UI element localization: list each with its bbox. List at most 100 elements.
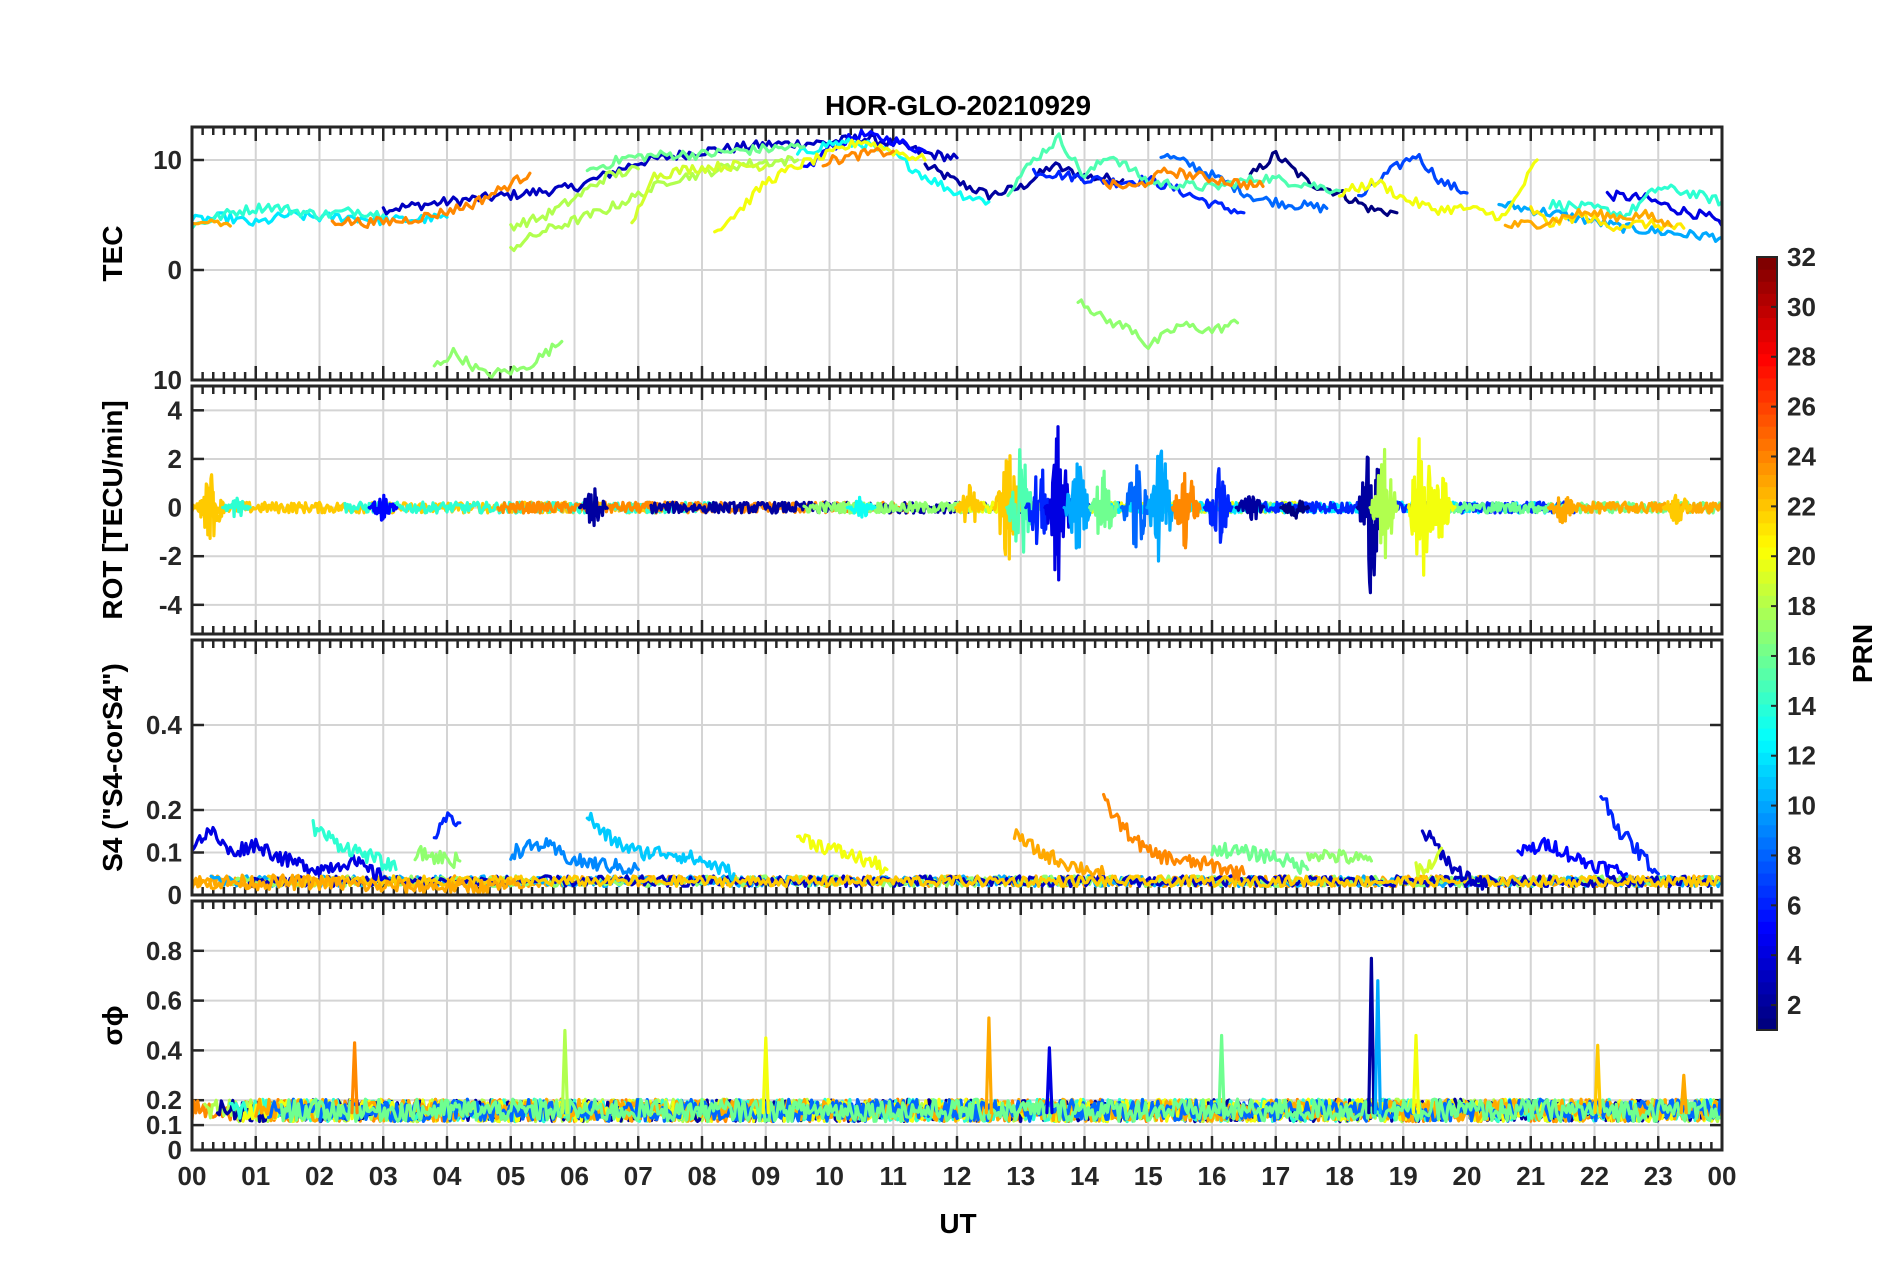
x-tick-label: 00 <box>1708 1161 1737 1191</box>
colorbar-tick-label: 30 <box>1787 292 1816 322</box>
x-tick-label: 14 <box>1070 1161 1099 1191</box>
tec-trace-prn-23 <box>1503 207 1673 230</box>
tec-trace-prn-5 <box>802 128 927 169</box>
sigma-spike-prn-20 <box>1411 1033 1421 1115</box>
x-tick-label: 00 <box>178 1161 207 1191</box>
colorbar-segment <box>1757 619 1777 632</box>
rot-burst-prn-22 <box>1661 493 1693 525</box>
tec-trace-prn-24 <box>330 171 532 229</box>
s4-trace-prn-16 <box>1210 841 1310 875</box>
y-tick-label: 10 <box>153 365 182 395</box>
colorbar-segment <box>1757 305 1777 318</box>
plot-area <box>192 792 1722 895</box>
x-tick-label: 17 <box>1261 1161 1290 1191</box>
x-tick-label: 04 <box>433 1161 462 1191</box>
colorbar-tick-label: 26 <box>1787 392 1816 422</box>
y-tick-label: 0.8 <box>146 936 182 966</box>
rot-burst-prn-13 <box>845 495 877 519</box>
rot-burst-prn-2 <box>578 487 609 528</box>
colorbar-segment <box>1757 969 1777 983</box>
colorbar-segment <box>1757 293 1777 306</box>
colorbar-segment <box>1757 691 1777 705</box>
y-axis-label-rot: ROT [TECU/min] <box>97 400 128 619</box>
rot-burst-prn-23 <box>1547 496 1578 525</box>
colorbar-tick-label: 18 <box>1787 591 1816 621</box>
colorbar-tick-label: 10 <box>1787 791 1816 821</box>
sigma-spike-prn-18 <box>560 1028 570 1115</box>
rot-burst-prn-22 <box>195 473 227 540</box>
tec-trace-prn-20 <box>1337 158 1539 222</box>
colorbar-segment <box>1757 474 1777 488</box>
colorbar-tick-label: 12 <box>1787 741 1816 771</box>
colorbar-segment <box>1757 389 1777 403</box>
x-axis-label: UT <box>939 1208 976 1239</box>
colorbar-segment <box>1757 764 1777 777</box>
colorbar-segment <box>1757 848 1777 862</box>
colorbar-segment <box>1757 921 1777 934</box>
tec-trace-prn-20 <box>713 138 927 234</box>
colorbar-segment <box>1757 981 1777 995</box>
axes-box-s4 <box>190 638 1724 897</box>
tec-trace-prn-14 <box>192 202 385 230</box>
colorbar-segment <box>1757 462 1777 475</box>
colorbar-segment <box>1757 269 1777 282</box>
rot-burst-prn-22 <box>954 483 985 524</box>
tec-trace-prn-17 <box>1076 298 1240 350</box>
colorbar-segment <box>1757 836 1777 850</box>
tec-trace-prn-19 <box>630 159 768 225</box>
sigma-spike-prn-2 <box>1367 956 1376 1115</box>
sigma-spike-prn-23 <box>1679 1073 1688 1115</box>
colorbar-segment <box>1757 812 1777 826</box>
panel-tec: 10 0 10 TEC <box>97 125 1724 395</box>
y-tick-label: 0.1 <box>146 1110 182 1140</box>
sigma-spike-prn-23 <box>984 1016 993 1115</box>
x-tick-label: 10 <box>815 1161 844 1191</box>
rot-burst-prn-2 <box>1234 495 1266 521</box>
rot-trace-prn-23 <box>1567 500 1722 515</box>
colorbar-tick-label: 22 <box>1787 491 1816 521</box>
colorbar-label: PRN <box>1847 624 1878 683</box>
colorbar-segment <box>1757 860 1777 874</box>
x-tick-label: 23 <box>1644 1161 1673 1191</box>
axes-box-rot <box>190 384 1724 636</box>
colorbar-segment <box>1757 534 1777 548</box>
y-axis-label-s4: S4 ("S4-corS4") <box>97 663 128 872</box>
plot-area <box>192 425 1722 595</box>
s4-trace-prn-20 <box>796 833 889 876</box>
x-tick-label: 21 <box>1516 1161 1545 1191</box>
rot-burst-prn-10 <box>1145 449 1177 563</box>
s4-trace-prn-17 <box>413 844 462 869</box>
colorbar-segment <box>1757 595 1777 608</box>
s4-trace-prn-23 <box>192 873 526 895</box>
colorbar-segment <box>1757 873 1777 886</box>
sigma-spike-prn-24 <box>350 1041 359 1115</box>
colorbar-segment <box>1757 933 1777 947</box>
rot-burst-prn-24 <box>1170 471 1202 550</box>
colorbar-segment <box>1757 716 1777 729</box>
chart-title: HOR-GLO-20210929 <box>825 90 1091 121</box>
colorbar-segment <box>1757 414 1777 427</box>
colorbar-segment <box>1757 740 1777 753</box>
colorbar-segment <box>1757 450 1777 463</box>
colorbar-segment <box>1757 257 1777 270</box>
sigma-spike-prn-10 <box>1373 979 1382 1115</box>
tec-trace-prn-15 <box>1006 132 1342 198</box>
x-tick-label: 13 <box>1006 1161 1035 1191</box>
colorbar-tick-label: 16 <box>1787 641 1816 671</box>
colorbar-segment <box>1757 788 1777 802</box>
s4-trace-prn-14 <box>311 819 398 872</box>
x-tick-label: 11 <box>880 1161 908 1191</box>
panel-s4: 0.4 0.2 0.1 0 S4 ("S4-corS4") <box>97 638 1724 910</box>
colorbar-segment <box>1757 885 1777 898</box>
x-tick-label: 12 <box>943 1161 972 1191</box>
colorbar-segment <box>1757 776 1777 790</box>
y-tick-label: 0.4 <box>146 710 183 740</box>
rot-burst-prn-10 <box>1062 462 1094 550</box>
y-tick-label: 0.4 <box>146 1035 183 1065</box>
colorbar-frame <box>1756 256 1778 1031</box>
colorbar-tick-label: 4 <box>1787 940 1802 970</box>
x-tick-label: 09 <box>751 1161 780 1191</box>
y-axis-label-sigma: σϕ <box>97 1005 128 1045</box>
